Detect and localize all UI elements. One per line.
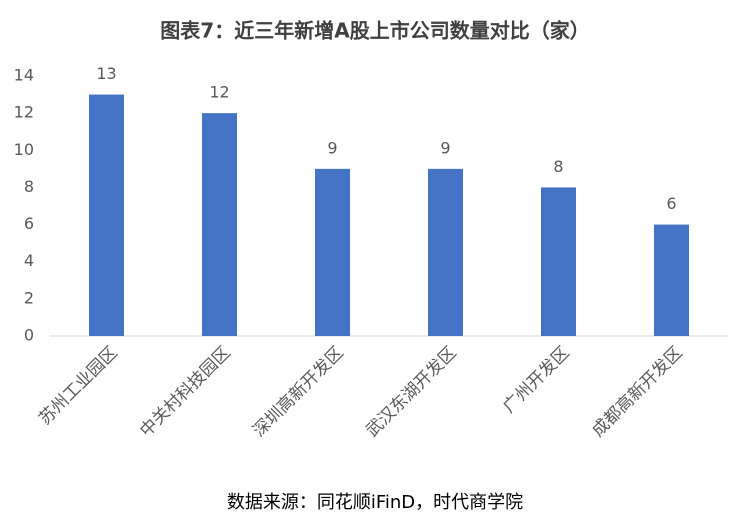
source-note: 数据来源：同花顺iFinD，时代商学院 xyxy=(227,492,523,513)
bar xyxy=(654,224,689,336)
x-tick-label: 深圳高新开发区 xyxy=(249,343,347,441)
x-tick-label: 中关村科技园区 xyxy=(136,343,234,441)
x-tick-label: 广州开发区 xyxy=(499,343,573,417)
x-tick-label: 苏州工业园区 xyxy=(35,343,121,429)
y-tick-label: 4 xyxy=(24,251,34,270)
bar xyxy=(315,168,350,336)
y-tick-label: 6 xyxy=(24,214,34,233)
value-label: 12 xyxy=(209,83,229,102)
x-tick-label: 成都高新开发区 xyxy=(588,343,686,441)
bar xyxy=(202,113,237,337)
value-label: 9 xyxy=(327,138,337,157)
chart-title: 图表7：近三年新增A股上市公司数量对比（家） xyxy=(160,19,589,43)
bar xyxy=(541,187,576,336)
y-tick-label: 12 xyxy=(14,103,34,122)
y-tick-label: 8 xyxy=(24,177,34,196)
bar xyxy=(89,94,124,336)
value-label: 6 xyxy=(666,194,676,213)
value-label: 13 xyxy=(96,64,116,83)
y-tick-label: 2 xyxy=(24,288,34,307)
value-label: 9 xyxy=(440,138,450,157)
y-tick-label: 10 xyxy=(14,140,34,159)
x-tick-label: 武汉东湖开发区 xyxy=(362,343,460,441)
y-tick-label: 14 xyxy=(14,66,34,85)
bar xyxy=(428,168,463,336)
y-tick-label: 0 xyxy=(24,326,34,345)
value-label: 8 xyxy=(553,157,563,176)
